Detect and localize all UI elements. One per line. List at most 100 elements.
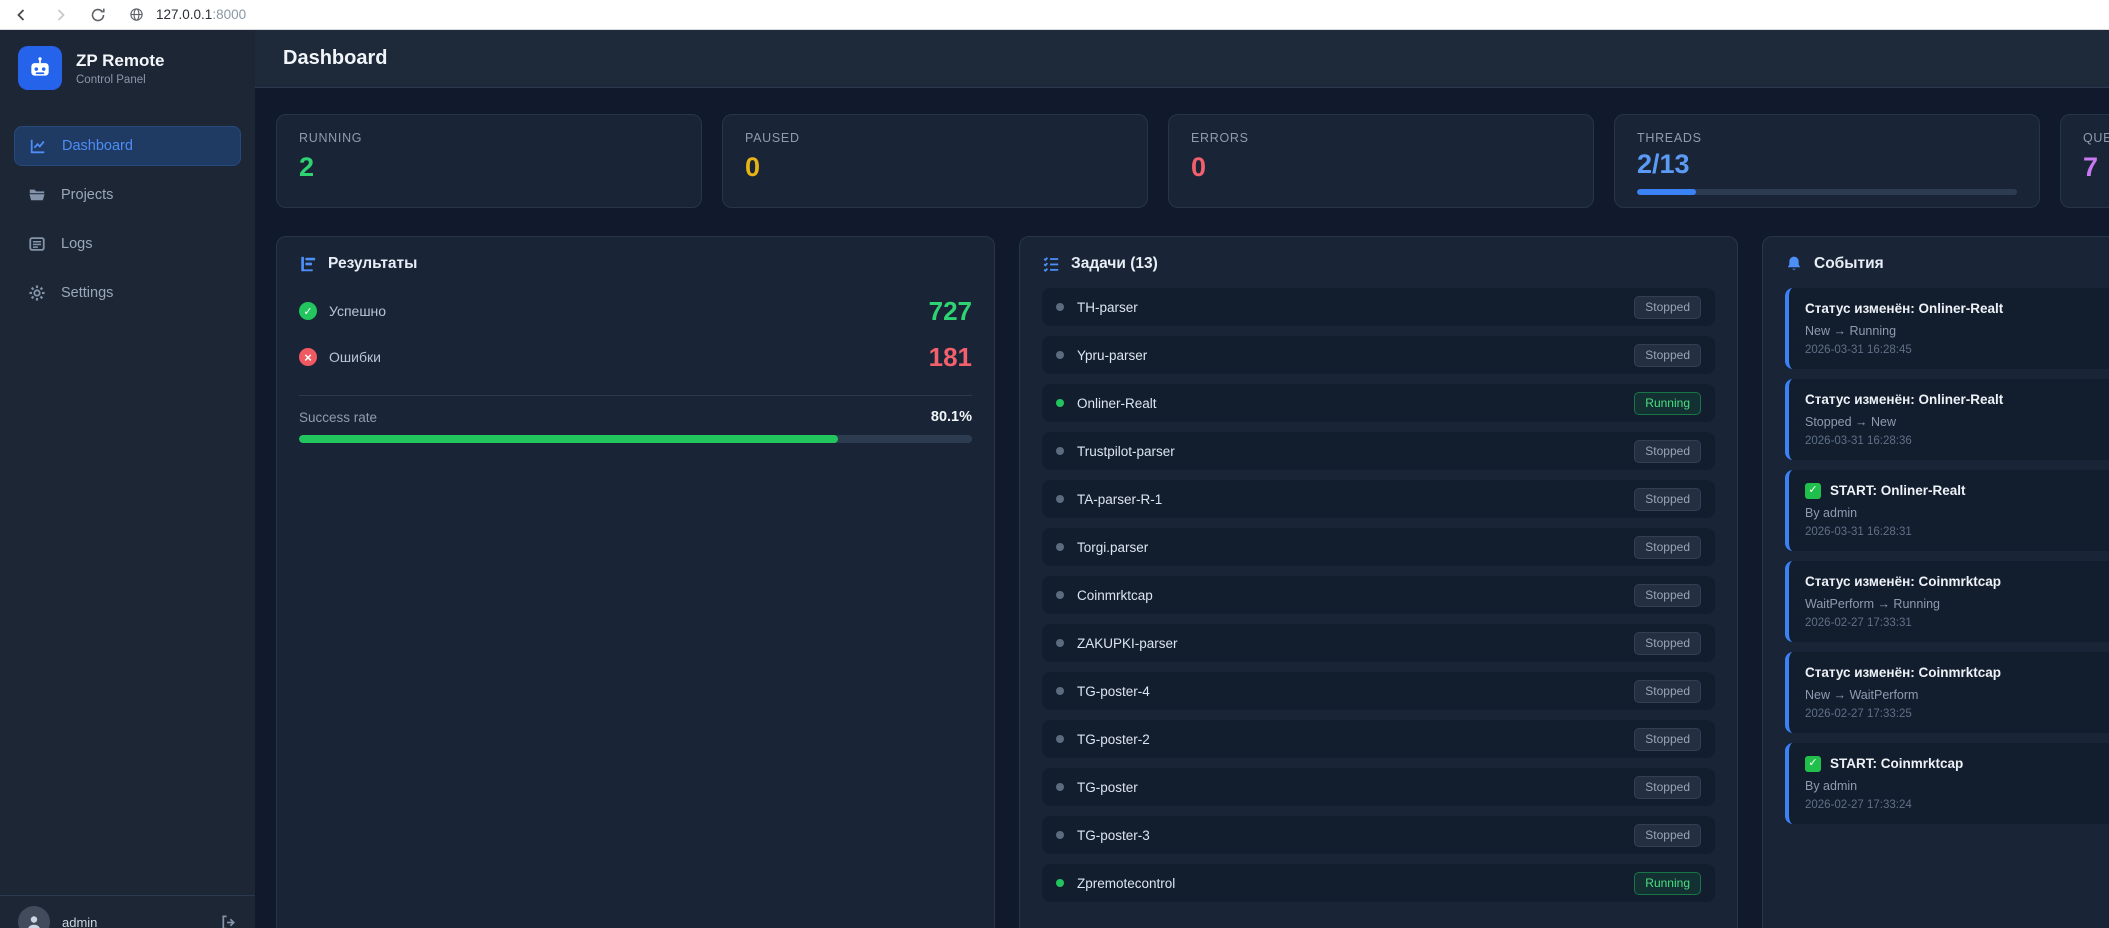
task-row[interactable]: Ypru-parser Stopped — [1042, 336, 1715, 374]
status-dot — [1056, 543, 1064, 551]
gear-icon — [28, 284, 46, 302]
event-title: Статус изменён: Coinmrktcap — [1805, 665, 2001, 680]
task-name: TA-parser-R-1 — [1077, 491, 1163, 507]
sidebar-item-dashboard[interactable]: Dashboard — [14, 126, 241, 166]
x-circle-icon — [299, 348, 317, 366]
status-dot — [1056, 831, 1064, 839]
status-dot — [1056, 495, 1064, 503]
results-panel-header: Результаты — [299, 255, 972, 273]
sidebar-item-label: Dashboard — [62, 138, 133, 154]
status-badge: Stopped — [1634, 679, 1701, 703]
status-dot — [1056, 303, 1064, 311]
event-card: Статус изменён: Onliner-Realt New → Runn… — [1785, 288, 2109, 369]
brand: ZP Remote Control Panel — [0, 30, 255, 104]
event-timestamp: 2026-02-27 17:33:31 — [1805, 617, 1912, 629]
status-badge: Stopped — [1634, 583, 1701, 607]
tasks-panel-header: Задачи (13) — [1042, 255, 1715, 273]
globe-icon — [126, 5, 146, 25]
stat-value: 0 — [1191, 152, 1207, 182]
user-name: admin — [62, 914, 98, 928]
status-dot — [1056, 639, 1064, 647]
app-subtitle: Control Panel — [76, 73, 146, 86]
event-card: Статус изменён: Onliner-Realt Stopped → … — [1785, 379, 2109, 460]
event-card: START: Coinmrktcap By admin 2026-02-27 1… — [1785, 743, 2109, 824]
stat-value: 2 — [299, 152, 315, 182]
task-row[interactable]: TG-poster-4 Stopped — [1042, 672, 1715, 710]
sidebar-item-settings[interactable]: Settings — [14, 273, 241, 313]
event-detail: New → Running — [1805, 324, 1897, 338]
task-row[interactable]: Trustpilot-parser Stopped — [1042, 432, 1715, 470]
status-dot — [1056, 591, 1064, 599]
success-rate-value: 80.1% — [930, 409, 972, 425]
threads-progress-fill — [1637, 189, 1696, 195]
check-circle-icon — [299, 302, 317, 320]
task-row[interactable]: Coinmrktcap Stopped — [1042, 576, 1715, 614]
user-section: admin — [0, 895, 255, 928]
back-icon[interactable] — [12, 5, 32, 25]
event-title: Статус изменён: Coinmrktcap — [1805, 574, 2001, 589]
task-row[interactable]: TA-parser-R-1 Stopped — [1042, 480, 1715, 518]
task-name: Trustpilot-parser — [1077, 443, 1175, 459]
events-panel-header: События — [1785, 255, 2109, 273]
sidebar-item-projects[interactable]: Projects — [14, 175, 241, 215]
task-row[interactable]: TG-poster Stopped — [1042, 768, 1715, 806]
status-badge: Stopped — [1634, 295, 1701, 319]
task-name: TG-poster-3 — [1077, 827, 1150, 843]
task-row[interactable]: TG-poster-2 Stopped — [1042, 720, 1715, 758]
stat-value: 7 — [2083, 152, 2099, 182]
stats-row: RUNNING 2 PAUSED 0 ERRORS 0 THREADS 2/13 — [276, 114, 2109, 208]
status-badge: Stopped — [1634, 535, 1701, 559]
status-badge: Stopped — [1634, 439, 1701, 463]
task-name: Onliner-Realt — [1077, 395, 1157, 411]
logout-icon[interactable] — [220, 914, 237, 928]
success-rate-row: Success rate 80.1% — [299, 409, 972, 425]
list-check-icon — [1042, 255, 1060, 273]
refresh-icon[interactable] — [88, 5, 108, 25]
content: RUNNING 2 PAUSED 0 ERRORS 0 THREADS 2/13 — [255, 88, 2109, 928]
task-name: Zpremotecontrol — [1077, 875, 1176, 891]
sidebar-item-label: Logs — [61, 236, 93, 252]
result-value: 181 — [928, 341, 972, 372]
task-name: TG-poster-4 — [1077, 683, 1150, 699]
events-panel: События Статус изменён: Onliner-Realt Ne… — [1762, 236, 2109, 928]
status-dot — [1056, 783, 1064, 791]
robot-logo-icon — [18, 46, 62, 90]
success-rate-fill — [299, 435, 839, 443]
folder-icon — [28, 186, 46, 204]
main-area: Dashboard RUNNING 2 PAUSED 0 ERRORS 0 TH… — [255, 30, 2109, 928]
task-row[interactable]: TH-parser Stopped — [1042, 288, 1715, 326]
divider — [299, 395, 972, 396]
forward-icon[interactable] — [50, 5, 70, 25]
url-port: :8000 — [212, 7, 247, 22]
event-detail: By admin — [1805, 779, 1858, 793]
app-name: ZP Remote — [76, 50, 165, 70]
task-row[interactable]: Zpremotecontrol Running — [1042, 864, 1715, 902]
bell-icon — [1785, 255, 1803, 273]
task-name: Coinmrktcap — [1077, 587, 1153, 603]
result-label: Ошибки — [329, 349, 381, 365]
tasks-panel: Задачи (13) TH-parser Stopped Ypru-parse… — [1019, 236, 1738, 928]
chart-line-icon — [29, 137, 47, 155]
task-row[interactable]: TG-poster-3 Stopped — [1042, 816, 1715, 854]
status-dot — [1056, 879, 1064, 887]
sidebar-item-logs[interactable]: Logs — [14, 224, 241, 264]
url-host: 127.0.0.1 — [156, 7, 213, 22]
stat-label: QUEUE — [2083, 131, 2109, 145]
address-bar[interactable]: 127.0.0.1:8000 — [126, 5, 246, 25]
sidebar-item-label: Settings — [61, 285, 114, 301]
status-badge: Stopped — [1634, 775, 1701, 799]
status-dot — [1056, 351, 1064, 359]
sidebar: ZP Remote Control Panel Dashboard Projec… — [0, 30, 255, 928]
task-name: TH-parser — [1077, 299, 1138, 315]
events-panel-title: События — [1814, 255, 1884, 272]
sidebar-nav: Dashboard Projects Logs Settings — [0, 126, 255, 313]
task-row[interactable]: Torgi.parser Stopped — [1042, 528, 1715, 566]
event-detail: Stopped → New — [1805, 415, 1897, 429]
task-row[interactable]: Onliner-Realt Running — [1042, 384, 1715, 422]
page-title: Dashboard — [283, 47, 388, 69]
task-row[interactable]: ZAKUPKI-parser Stopped — [1042, 624, 1715, 662]
event-title: Статус изменён: Onliner-Realt — [1805, 301, 2004, 316]
bar-chart-icon — [299, 255, 317, 273]
task-name: Torgi.parser — [1077, 539, 1149, 555]
task-name: TG-poster-2 — [1077, 731, 1150, 747]
